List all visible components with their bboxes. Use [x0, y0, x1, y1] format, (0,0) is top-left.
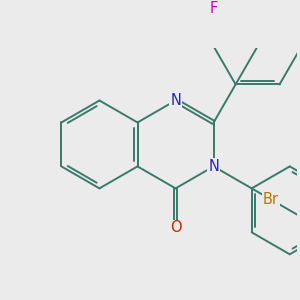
Text: F: F: [209, 1, 218, 16]
Text: N: N: [208, 159, 219, 174]
Text: O: O: [170, 220, 182, 236]
Text: Br: Br: [263, 192, 279, 207]
Text: N: N: [170, 93, 181, 108]
